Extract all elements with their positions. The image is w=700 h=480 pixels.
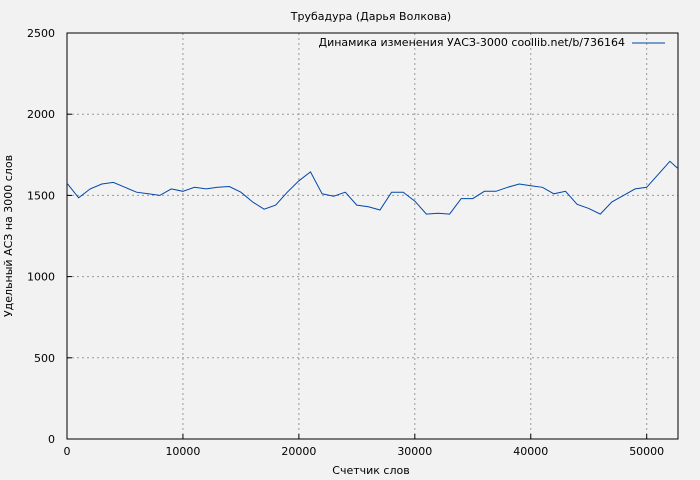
x-axis-label: Счетчик слов [332,464,409,477]
x-tick-label: 0 [64,445,71,458]
series-layer [66,160,679,215]
x-tick-label: 50000 [629,445,664,458]
y-tick-label: 1000 [27,271,55,284]
y-tick-label: 1500 [27,189,55,202]
x-tick-label: 10000 [165,445,200,458]
legend: Динамика изменения УАСЗ-3000 coollib.net… [319,36,665,49]
y-tick-label: 2000 [27,108,55,121]
plot-frame [66,32,679,440]
y-tick-label: 2500 [27,27,55,40]
y-axis-label: Удельный АСЗ на 3000 слов [2,155,15,317]
y-tick-label: 0 [48,433,55,446]
chart-title: Трубадура (Дарья Волкова) [290,10,451,23]
axis-ticks: 0 10000 20000 30000 40000 50000 0 500 1000 1500 20… [27,27,664,458]
x-tick-label: 40000 [513,445,548,458]
series-line [66,160,679,215]
x-tick-label: 30000 [397,445,432,458]
x-tick-label: 20000 [281,445,316,458]
grid [67,33,678,439]
y-tick-label: 500 [34,352,55,365]
legend-label: Динамика изменения УАСЗ-3000 coollib.net… [319,36,626,49]
